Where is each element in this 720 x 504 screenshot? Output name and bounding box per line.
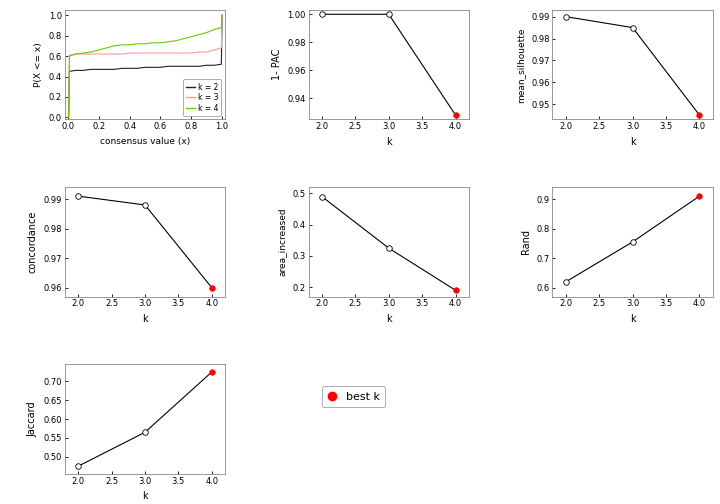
Y-axis label: area_increased: area_increased [278,208,287,276]
Legend: best k: best k [322,387,385,407]
X-axis label: k: k [386,314,392,324]
Y-axis label: concordance: concordance [28,211,38,273]
Y-axis label: Rand: Rand [521,229,531,255]
X-axis label: consensus value (x): consensus value (x) [100,137,190,146]
Y-axis label: P(X <= x): P(X <= x) [35,42,43,87]
X-axis label: k: k [386,137,392,147]
Y-axis label: mean_silhouette: mean_silhouette [516,27,526,102]
X-axis label: k: k [630,137,636,147]
X-axis label: k: k [142,314,148,324]
Legend: k = 2, k = 3, k = 4: k = 2, k = 3, k = 4 [183,80,221,115]
Y-axis label: 1- PAC: 1- PAC [271,49,282,81]
X-axis label: k: k [142,491,148,501]
X-axis label: k: k [630,314,636,324]
Y-axis label: Jaccard: Jaccard [28,401,38,437]
